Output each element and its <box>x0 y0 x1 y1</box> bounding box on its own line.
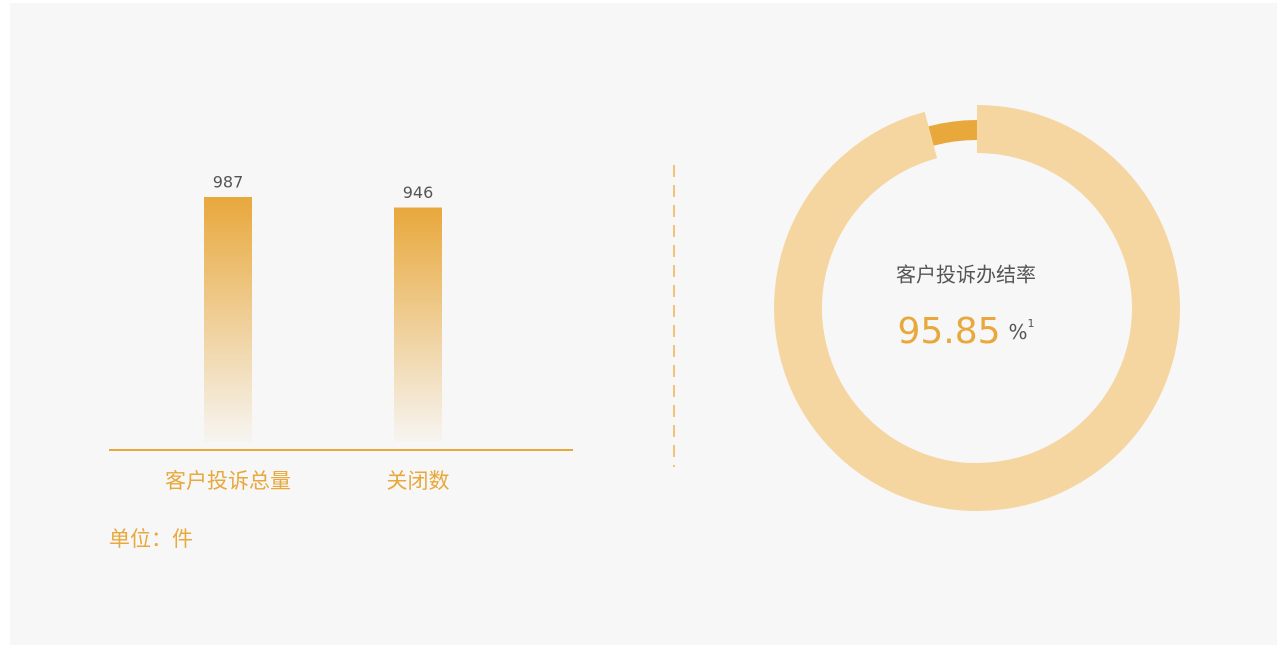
donut-rest <box>928 120 978 146</box>
donut-arc <box>774 105 1180 511</box>
panel <box>10 3 1277 645</box>
unit-label: 单位：件 <box>109 527 193 551</box>
donut-value: 95.85 %1 <box>897 311 1034 352</box>
category-label: 客户投诉总量 <box>165 469 291 493</box>
value-label: 987 <box>213 173 244 192</box>
value: 95.85 <box>897 311 1000 352</box>
bar <box>394 207 442 442</box>
value-label: 946 <box>403 183 434 202</box>
superscript: 1 <box>1028 317 1035 330</box>
unit: % <box>1009 320 1028 344</box>
bar <box>204 197 252 442</box>
donut-title: 客户投诉办结率 <box>896 263 1036 287</box>
category-label: 关闭数 <box>387 469 450 493</box>
